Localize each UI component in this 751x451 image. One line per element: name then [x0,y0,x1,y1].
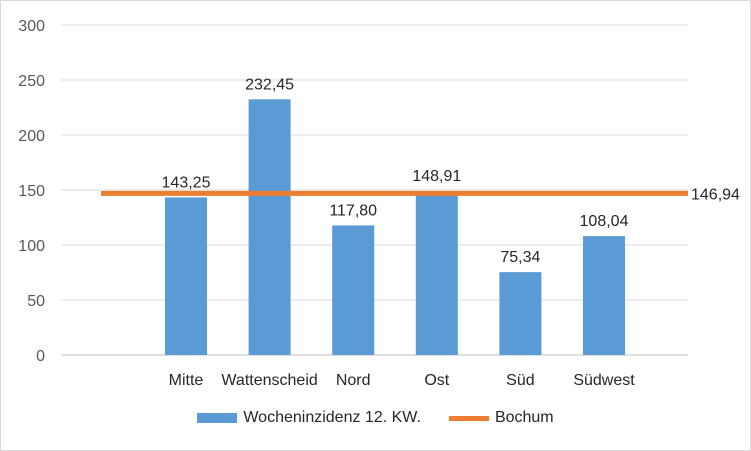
legend-item-bars: Wocheninzidenz 12. KW. [197,409,421,427]
category-label: Mitte [169,372,204,389]
legend-swatch-bar [197,413,238,423]
y-tick-label: 100 [18,238,45,255]
reference-line: 146,94 [101,186,740,203]
category-label: Südwest [573,372,635,389]
data-label: 143,25 [162,174,211,191]
legend-label-line: Bochum [494,409,554,426]
bar [583,236,625,355]
category-label: Süd [506,372,534,389]
category-label: Nord [336,372,371,389]
bar [165,197,207,355]
data-label: 148,91 [412,168,461,185]
legend-swatch-line [448,415,489,421]
bar [415,191,458,355]
data-labels: 143,25 232,45 117,80 148,91 75,34 108,04 [162,76,629,266]
y-tick-label: 300 [18,18,45,35]
reference-line-label: 146,94 [691,186,740,203]
bar [332,225,375,355]
data-label: 117,80 [329,202,377,219]
y-tick-label: 200 [18,128,45,145]
legend: Wocheninzidenz 12. KW. Bochum [1,409,750,427]
data-label: 232,45 [245,76,294,93]
y-tick-label: 150 [18,183,45,200]
data-label: 108,04 [580,213,629,230]
category-label: Ost [424,372,449,389]
x-axis-categories: Mitte Wattenscheid Nord Ost Süd Südwest [169,372,636,389]
legend-item-line: Bochum [448,409,554,427]
y-tick-label: 50 [27,293,45,310]
bar [248,99,291,356]
category-label: Wattenscheid [221,372,317,389]
data-label: 75,34 [500,249,540,266]
bar [499,272,542,355]
y-tick-label: 250 [18,73,45,90]
bar-chart: 0 50 100 150 200 250 300 143,25 232,45 117,80 148… [18,18,740,389]
y-tick-label: 0 [36,348,45,365]
legend-label-bars: Wocheninzidenz 12. KW. [243,409,421,426]
bars [165,99,625,356]
y-axis-ticks: 0 50 100 150 200 250 300 [18,18,45,365]
